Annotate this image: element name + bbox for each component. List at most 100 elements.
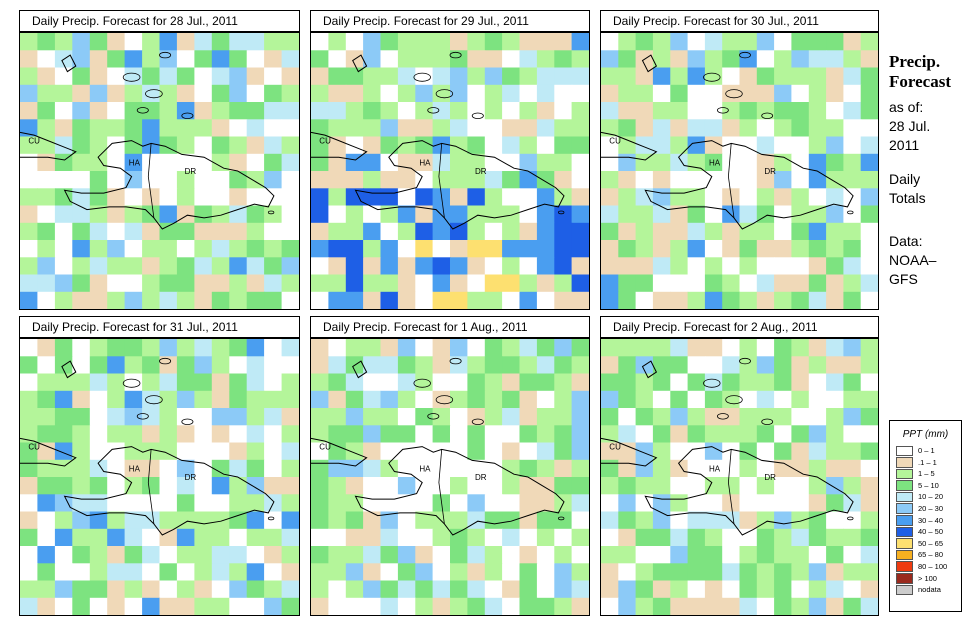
precip-cell bbox=[554, 477, 573, 495]
precip-cell bbox=[826, 356, 844, 375]
precip-cell bbox=[467, 205, 486, 224]
precip-cell bbox=[502, 84, 521, 103]
precip-cell bbox=[432, 356, 451, 375]
precip-cell bbox=[328, 339, 347, 357]
precip-cell bbox=[107, 136, 126, 155]
side-title-line: Forecast bbox=[889, 72, 951, 91]
precip-cell bbox=[502, 102, 521, 120]
precip-cell bbox=[502, 136, 521, 155]
precip-cell bbox=[37, 274, 56, 293]
precip-cell bbox=[670, 33, 689, 51]
dominican-republic-label: DR bbox=[475, 167, 487, 176]
precip-cell bbox=[107, 257, 126, 276]
precip-cell bbox=[363, 580, 382, 599]
precip-cell bbox=[159, 494, 178, 513]
precip-cell bbox=[722, 597, 741, 615]
precip-cell bbox=[124, 274, 143, 293]
precip-cell bbox=[415, 84, 434, 103]
precip-cell bbox=[124, 356, 143, 375]
precip-cell bbox=[791, 119, 810, 138]
island-coastline bbox=[427, 413, 440, 420]
precip-cell bbox=[722, 546, 741, 564]
precip-cell bbox=[176, 67, 195, 86]
precip-cell bbox=[808, 188, 827, 207]
precip-cell bbox=[860, 240, 878, 258]
precip-cell bbox=[571, 339, 589, 357]
precip-cell bbox=[739, 546, 758, 564]
precip-cell bbox=[484, 274, 503, 293]
precip-cell bbox=[519, 153, 538, 172]
precip-cell bbox=[739, 563, 758, 582]
precip-cell bbox=[229, 546, 248, 564]
precip-cell bbox=[635, 528, 654, 547]
precip-cell bbox=[826, 563, 844, 582]
precip-cell bbox=[159, 188, 178, 207]
precip-cell bbox=[618, 119, 637, 138]
precip-cell bbox=[635, 274, 654, 293]
precip-cell bbox=[72, 84, 91, 103]
precip-cell bbox=[176, 274, 195, 293]
precip-cell bbox=[107, 274, 126, 293]
precip-cell bbox=[826, 33, 844, 51]
precip-cell bbox=[328, 477, 347, 495]
precip-cell bbox=[756, 291, 775, 309]
legend-item: 50 – 65 bbox=[890, 538, 961, 550]
precip-cell bbox=[311, 67, 329, 86]
precip-cell bbox=[502, 580, 521, 599]
precip-cell bbox=[554, 425, 573, 444]
precip-cell bbox=[194, 442, 213, 461]
precip-cell bbox=[89, 339, 108, 357]
precip-cell bbox=[618, 580, 637, 599]
precip-cell bbox=[739, 580, 758, 599]
precip-cell bbox=[571, 50, 589, 69]
precip-cell bbox=[363, 291, 382, 309]
precip-cell bbox=[687, 477, 706, 495]
precip-cell bbox=[54, 171, 73, 189]
precip-cell bbox=[450, 291, 468, 309]
precip-cell bbox=[415, 511, 434, 530]
precip-cell bbox=[432, 477, 451, 495]
precip-cell bbox=[229, 477, 248, 495]
precip-cell bbox=[704, 274, 723, 293]
legend-swatch bbox=[896, 538, 913, 549]
precip-cell bbox=[484, 291, 503, 309]
precip-cell bbox=[72, 442, 91, 461]
precip-cell bbox=[142, 50, 161, 69]
precip-cell bbox=[107, 511, 126, 530]
precip-cell bbox=[345, 580, 364, 599]
legend-item: 20 – 30 bbox=[890, 503, 961, 515]
precip-cell bbox=[722, 580, 741, 599]
precip-cell bbox=[860, 597, 878, 615]
cuba-label: CU bbox=[28, 136, 40, 145]
as-of-line: 2011 bbox=[889, 137, 920, 153]
precip-cell bbox=[808, 356, 827, 375]
precip-cell bbox=[554, 171, 573, 189]
precip-cell bbox=[20, 580, 38, 599]
precip-cell bbox=[467, 580, 486, 599]
precip-cell bbox=[142, 390, 161, 409]
precip-cell bbox=[159, 563, 178, 582]
precip-cell bbox=[450, 33, 468, 51]
precip-cell bbox=[571, 597, 589, 615]
precip-cell bbox=[345, 459, 364, 478]
precip-cell bbox=[328, 188, 347, 207]
precip-cell bbox=[363, 136, 382, 155]
precip-cell bbox=[397, 33, 416, 51]
precip-cell bbox=[54, 563, 73, 582]
precip-cell bbox=[142, 33, 161, 51]
as-of-line: 28 Jul. bbox=[889, 118, 931, 134]
precip-cell bbox=[756, 33, 775, 51]
precip-cell bbox=[281, 425, 299, 444]
precip-cell bbox=[54, 408, 73, 426]
precip-cell bbox=[554, 50, 573, 69]
precip-cell bbox=[415, 102, 434, 120]
precip-cell bbox=[345, 408, 364, 426]
island-coastline bbox=[761, 112, 774, 119]
precip-cell bbox=[37, 494, 56, 513]
precip-cell bbox=[519, 425, 538, 444]
panel-title: Daily Precip. Forecast for 30 Jul., 2011 bbox=[600, 10, 879, 32]
precip-cell bbox=[380, 33, 399, 51]
precip-cell bbox=[571, 274, 589, 293]
precip-cell bbox=[107, 119, 126, 138]
precip-cell bbox=[704, 136, 723, 155]
